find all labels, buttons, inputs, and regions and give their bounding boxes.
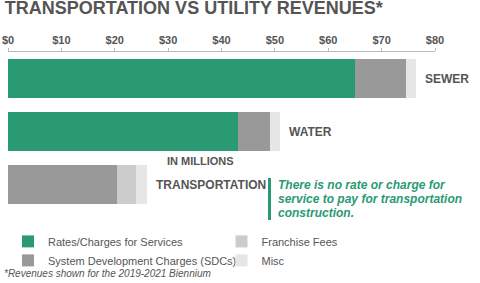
- svg-text:$80: $80: [426, 34, 444, 46]
- svg-text:TRANSPORTATION VS UTILITY REVE: TRANSPORTATION VS UTILITY REVENUES*: [5, 0, 383, 18]
- svg-text:Rates/Charges for Services: Rates/Charges for Services: [48, 236, 183, 248]
- svg-text:$50: $50: [266, 34, 284, 46]
- svg-text:$0: $0: [2, 34, 14, 46]
- svg-text:$10: $10: [52, 34, 70, 46]
- svg-text:TRANSPORTATION: TRANSPORTATION: [156, 178, 266, 192]
- svg-text:Misc: Misc: [262, 255, 285, 267]
- svg-text:$70: $70: [372, 34, 390, 46]
- html-text:There is no rate or charge for: There is no rate or charge for service t…: [278, 178, 462, 220]
- svg-text:IN MILLIONS: IN MILLIONS: [167, 155, 234, 167]
- svg-text:$60: $60: [319, 34, 337, 46]
- html-text:*Revenues shown for the 2019-2: *Revenues shown for the 2019-2021 Bienni…: [4, 268, 211, 279]
- svg-text:$40: $40: [212, 34, 230, 46]
- svg-text:SEWER: SEWER: [425, 72, 469, 86]
- svg-text:$30: $30: [159, 34, 177, 46]
- svg-text:System Development Charges (SD: System Development Charges (SDCs): [48, 255, 236, 267]
- svg-text:WATER: WATER: [289, 125, 332, 139]
- svg-text:Franchise Fees: Franchise Fees: [262, 236, 338, 248]
- svg-text:$20: $20: [106, 34, 124, 46]
